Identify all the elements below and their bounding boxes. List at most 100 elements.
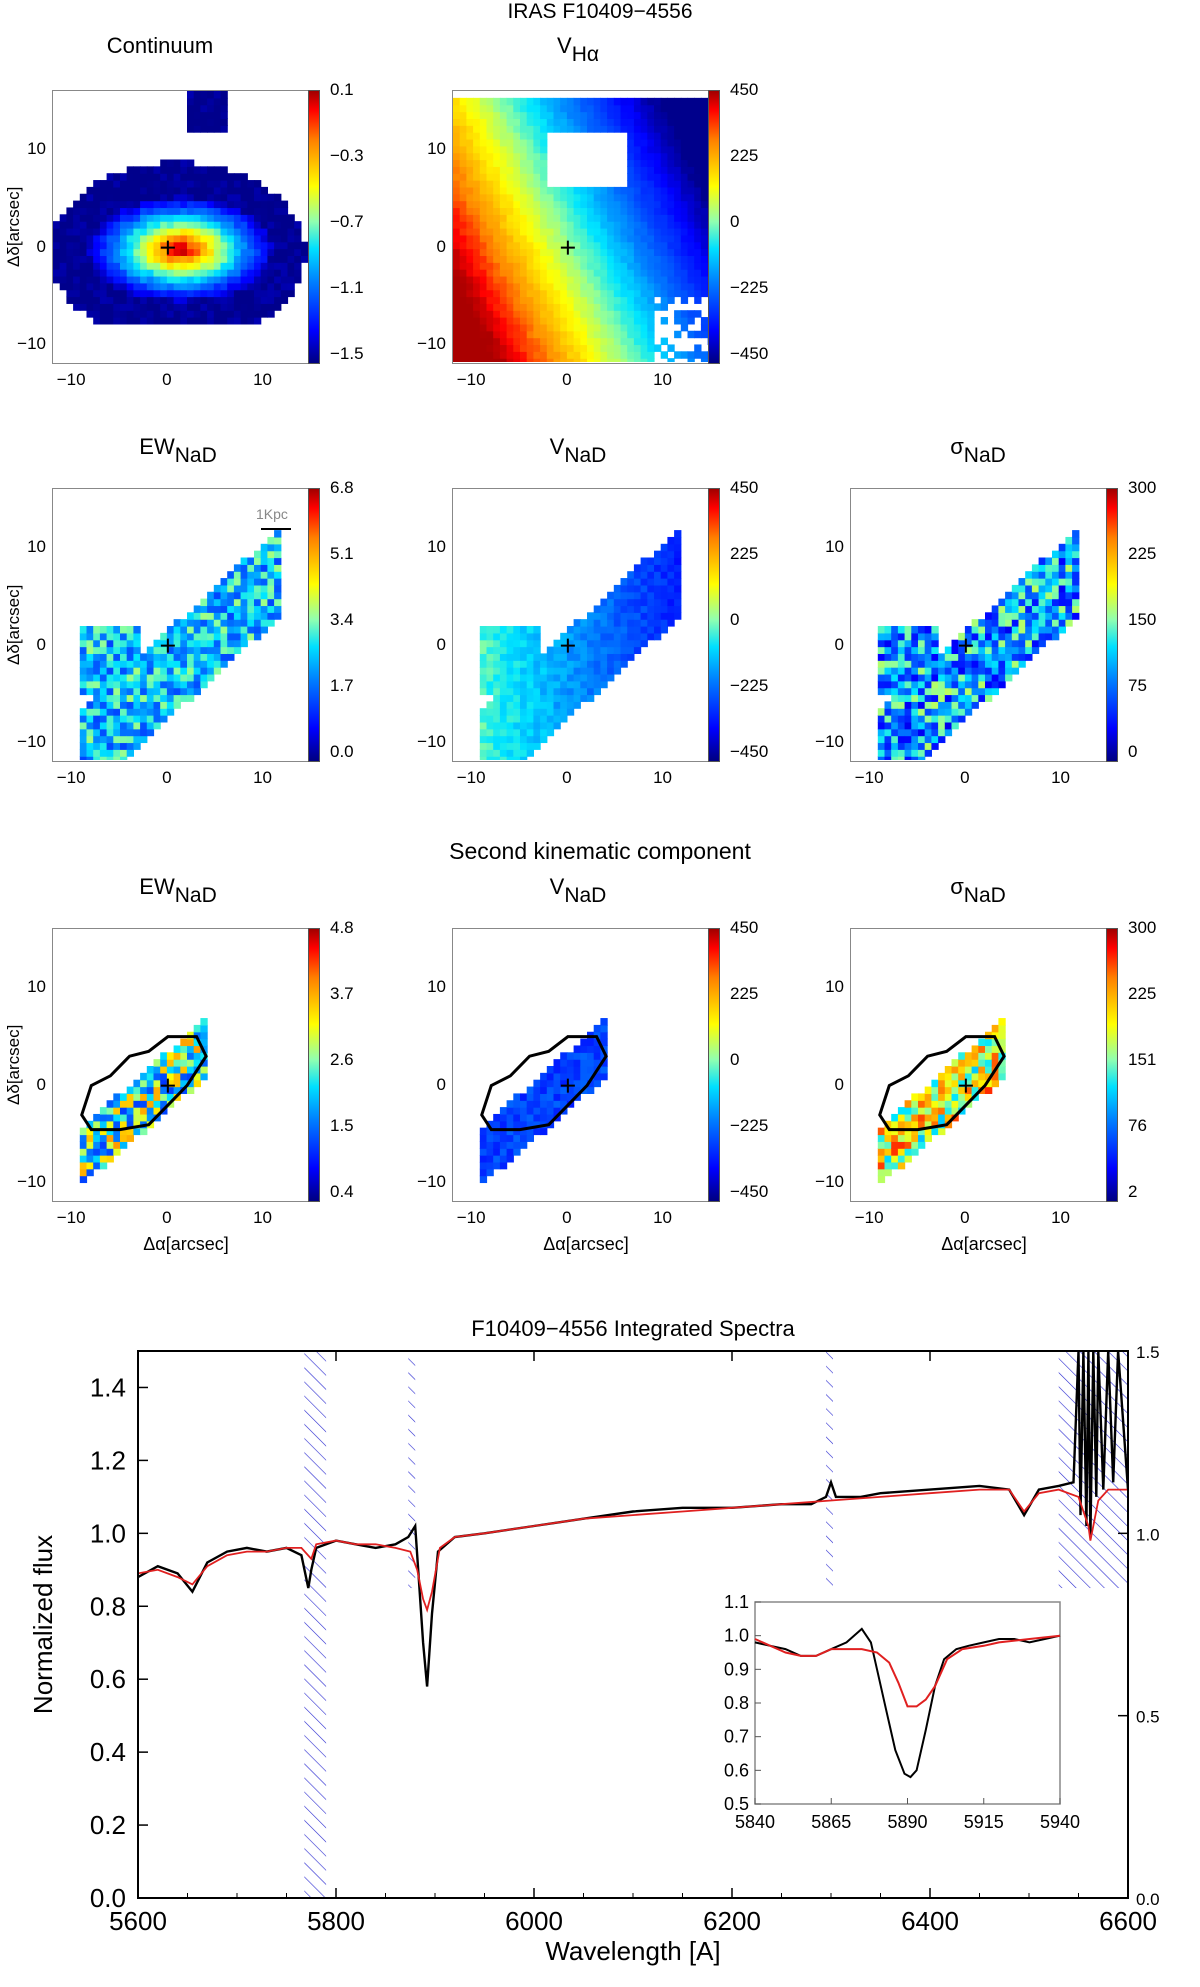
panel-title-main: EW xyxy=(139,874,175,899)
y-tick-label: −10 xyxy=(417,334,446,354)
y-tick-label: 1.2 xyxy=(90,1445,126,1475)
nucleus-marker xyxy=(560,1078,575,1093)
map-frame-vha xyxy=(452,90,729,366)
colorbar-continuum xyxy=(308,90,320,364)
contour-outline xyxy=(878,1035,1006,1132)
y-tick-label: 10 xyxy=(27,536,46,556)
y-tick-label: 0 xyxy=(36,1074,46,1094)
y-tick-label: 10 xyxy=(825,536,844,556)
panel-title-main: σ xyxy=(950,434,964,459)
nucleus-marker xyxy=(160,240,175,255)
colorbar-label: 0.0 xyxy=(330,742,354,761)
series-group xyxy=(138,1351,1128,1687)
right-y-tick-label: 0.0 xyxy=(1136,1890,1160,1909)
contour-outline xyxy=(480,1035,608,1132)
contour-outline xyxy=(80,1035,208,1132)
x-tick-label: 6200 xyxy=(703,1906,761,1936)
chart-title: F10409−4556 Integrated Spectra xyxy=(471,1316,795,1341)
colorbar-label: 2 xyxy=(1128,1182,1138,1201)
colorbar-label: 225 xyxy=(730,146,759,165)
x-axis-label: Wavelength [A] xyxy=(545,1936,720,1966)
map-frame-ewnad2 xyxy=(52,928,320,1202)
ra-axis-label: Δα[arcsec] xyxy=(941,1234,1027,1254)
y-tick-label: 0 xyxy=(436,236,446,256)
x-tick-label: −10 xyxy=(854,1208,884,1227)
panel-title-sub: NaD xyxy=(963,444,1006,467)
x-tick-label: 10 xyxy=(653,768,673,787)
y-tick-label: 10 xyxy=(825,976,844,996)
inset-series-model xyxy=(754,1634,1061,1708)
y-tick-label: −10 xyxy=(17,334,46,354)
y-tick-label: 0 xyxy=(834,1074,844,1094)
colorbar-label: 225 xyxy=(1128,984,1157,1003)
x-tick-label: −10 xyxy=(56,1208,86,1227)
y-tick-label: 0 xyxy=(834,634,844,654)
colorbar-signad2 xyxy=(1106,928,1118,1202)
series-line-observed xyxy=(138,1351,1128,1687)
y-tick-label: −10 xyxy=(417,732,446,752)
y-tick-label: −10 xyxy=(417,1172,446,1192)
x-tick-label: 6000 xyxy=(505,1906,563,1936)
colorbar-label: 0.4 xyxy=(330,1182,354,1201)
x-tick-label: 0 xyxy=(960,1208,970,1227)
colorbar-label: 300 xyxy=(1128,918,1157,937)
inset-x-tick-label: 5915 xyxy=(964,1812,1004,1832)
panel-title-continuum: Continuum xyxy=(106,33,214,58)
colorbar-vnad1 xyxy=(708,488,720,762)
colorbar-label: −450 xyxy=(730,344,769,363)
colorbar-label: 151 xyxy=(1128,1050,1157,1069)
y-tick-label: −10 xyxy=(17,1172,46,1192)
inset-y-tick-label: 0.8 xyxy=(724,1693,749,1713)
ra-axis-label: Δα[arcsec] xyxy=(543,1234,629,1254)
colorbar-label: 225 xyxy=(730,544,759,563)
x-tick-label: 10 xyxy=(1051,768,1071,787)
colorbar-ewnad1 xyxy=(308,488,320,762)
colorbar-signad1 xyxy=(1106,488,1118,762)
spectrum-svg: F10409−4556 Integrated Spectra 5600 5800 60… xyxy=(28,1316,1160,1966)
map-pixels-vnad1 xyxy=(479,530,682,764)
map-pixels-continuum xyxy=(53,91,309,325)
inset-frame xyxy=(754,1601,1061,1805)
colorbar-label: 2.6 xyxy=(330,1050,354,1069)
panel-title-main: V xyxy=(549,434,565,459)
colorbar-label: 225 xyxy=(1128,544,1157,563)
colorbar-label: −1.5 xyxy=(330,344,364,363)
panel-title-sub: NaD xyxy=(174,884,217,907)
inset-y-tick-label: 0.5 xyxy=(724,1794,749,1814)
colorbar-vnad2 xyxy=(708,928,720,1202)
y-tick-label: −10 xyxy=(17,732,46,752)
y-tick-label: 10 xyxy=(27,138,46,158)
x-tick-label: 0 xyxy=(562,1208,572,1227)
colorbar-label: 0 xyxy=(1128,742,1138,761)
x-tick-label: 10 xyxy=(253,370,273,389)
colorbar-label: 0 xyxy=(730,212,740,231)
y-tick-label: 10 xyxy=(427,138,446,158)
main-title: IRAS F10409−4556 xyxy=(507,0,693,23)
y-tick-label: 1.0 xyxy=(90,1518,126,1548)
dec-axis-label: Δδ[arcsec] xyxy=(4,1024,23,1105)
colorbar-label: 450 xyxy=(730,478,759,497)
right-y-tick-label: 1.5 xyxy=(1136,1343,1160,1362)
x-tick-label: 6600 xyxy=(1099,1906,1157,1936)
x-tick-label: 10 xyxy=(653,1208,673,1227)
dec-axis-label: Δδ[arcsec] xyxy=(4,186,23,267)
inset-y-tick-label: 0.6 xyxy=(724,1760,749,1780)
map-frame-vnad1 xyxy=(452,488,720,764)
y-tick-label: −10 xyxy=(815,732,844,752)
panel-title-signad2: σNaD xyxy=(898,874,1058,908)
right-y-tick-label: 1.0 xyxy=(1136,1525,1160,1544)
inset-x-tick-label: 5890 xyxy=(887,1812,927,1832)
y-tick-label: 0.4 xyxy=(90,1737,126,1767)
y-tick-label: −10 xyxy=(815,1172,844,1192)
panel-title-vnad2: VNaD xyxy=(498,874,658,908)
colorbar-label: 450 xyxy=(730,80,759,99)
x-tick-label: −10 xyxy=(56,768,86,787)
panel-title-sub: NaD xyxy=(564,884,607,907)
x-tick-label: −10 xyxy=(456,768,486,787)
colorbar-label: −0.7 xyxy=(330,212,364,231)
y-tick-label: 0.6 xyxy=(90,1664,126,1694)
x-tick-label: 5600 xyxy=(109,1906,167,1936)
inset-y-tick-label: 1.1 xyxy=(724,1592,749,1612)
map-frame-signad1 xyxy=(850,488,1118,764)
colorbar-ewnad2 xyxy=(308,928,320,1202)
